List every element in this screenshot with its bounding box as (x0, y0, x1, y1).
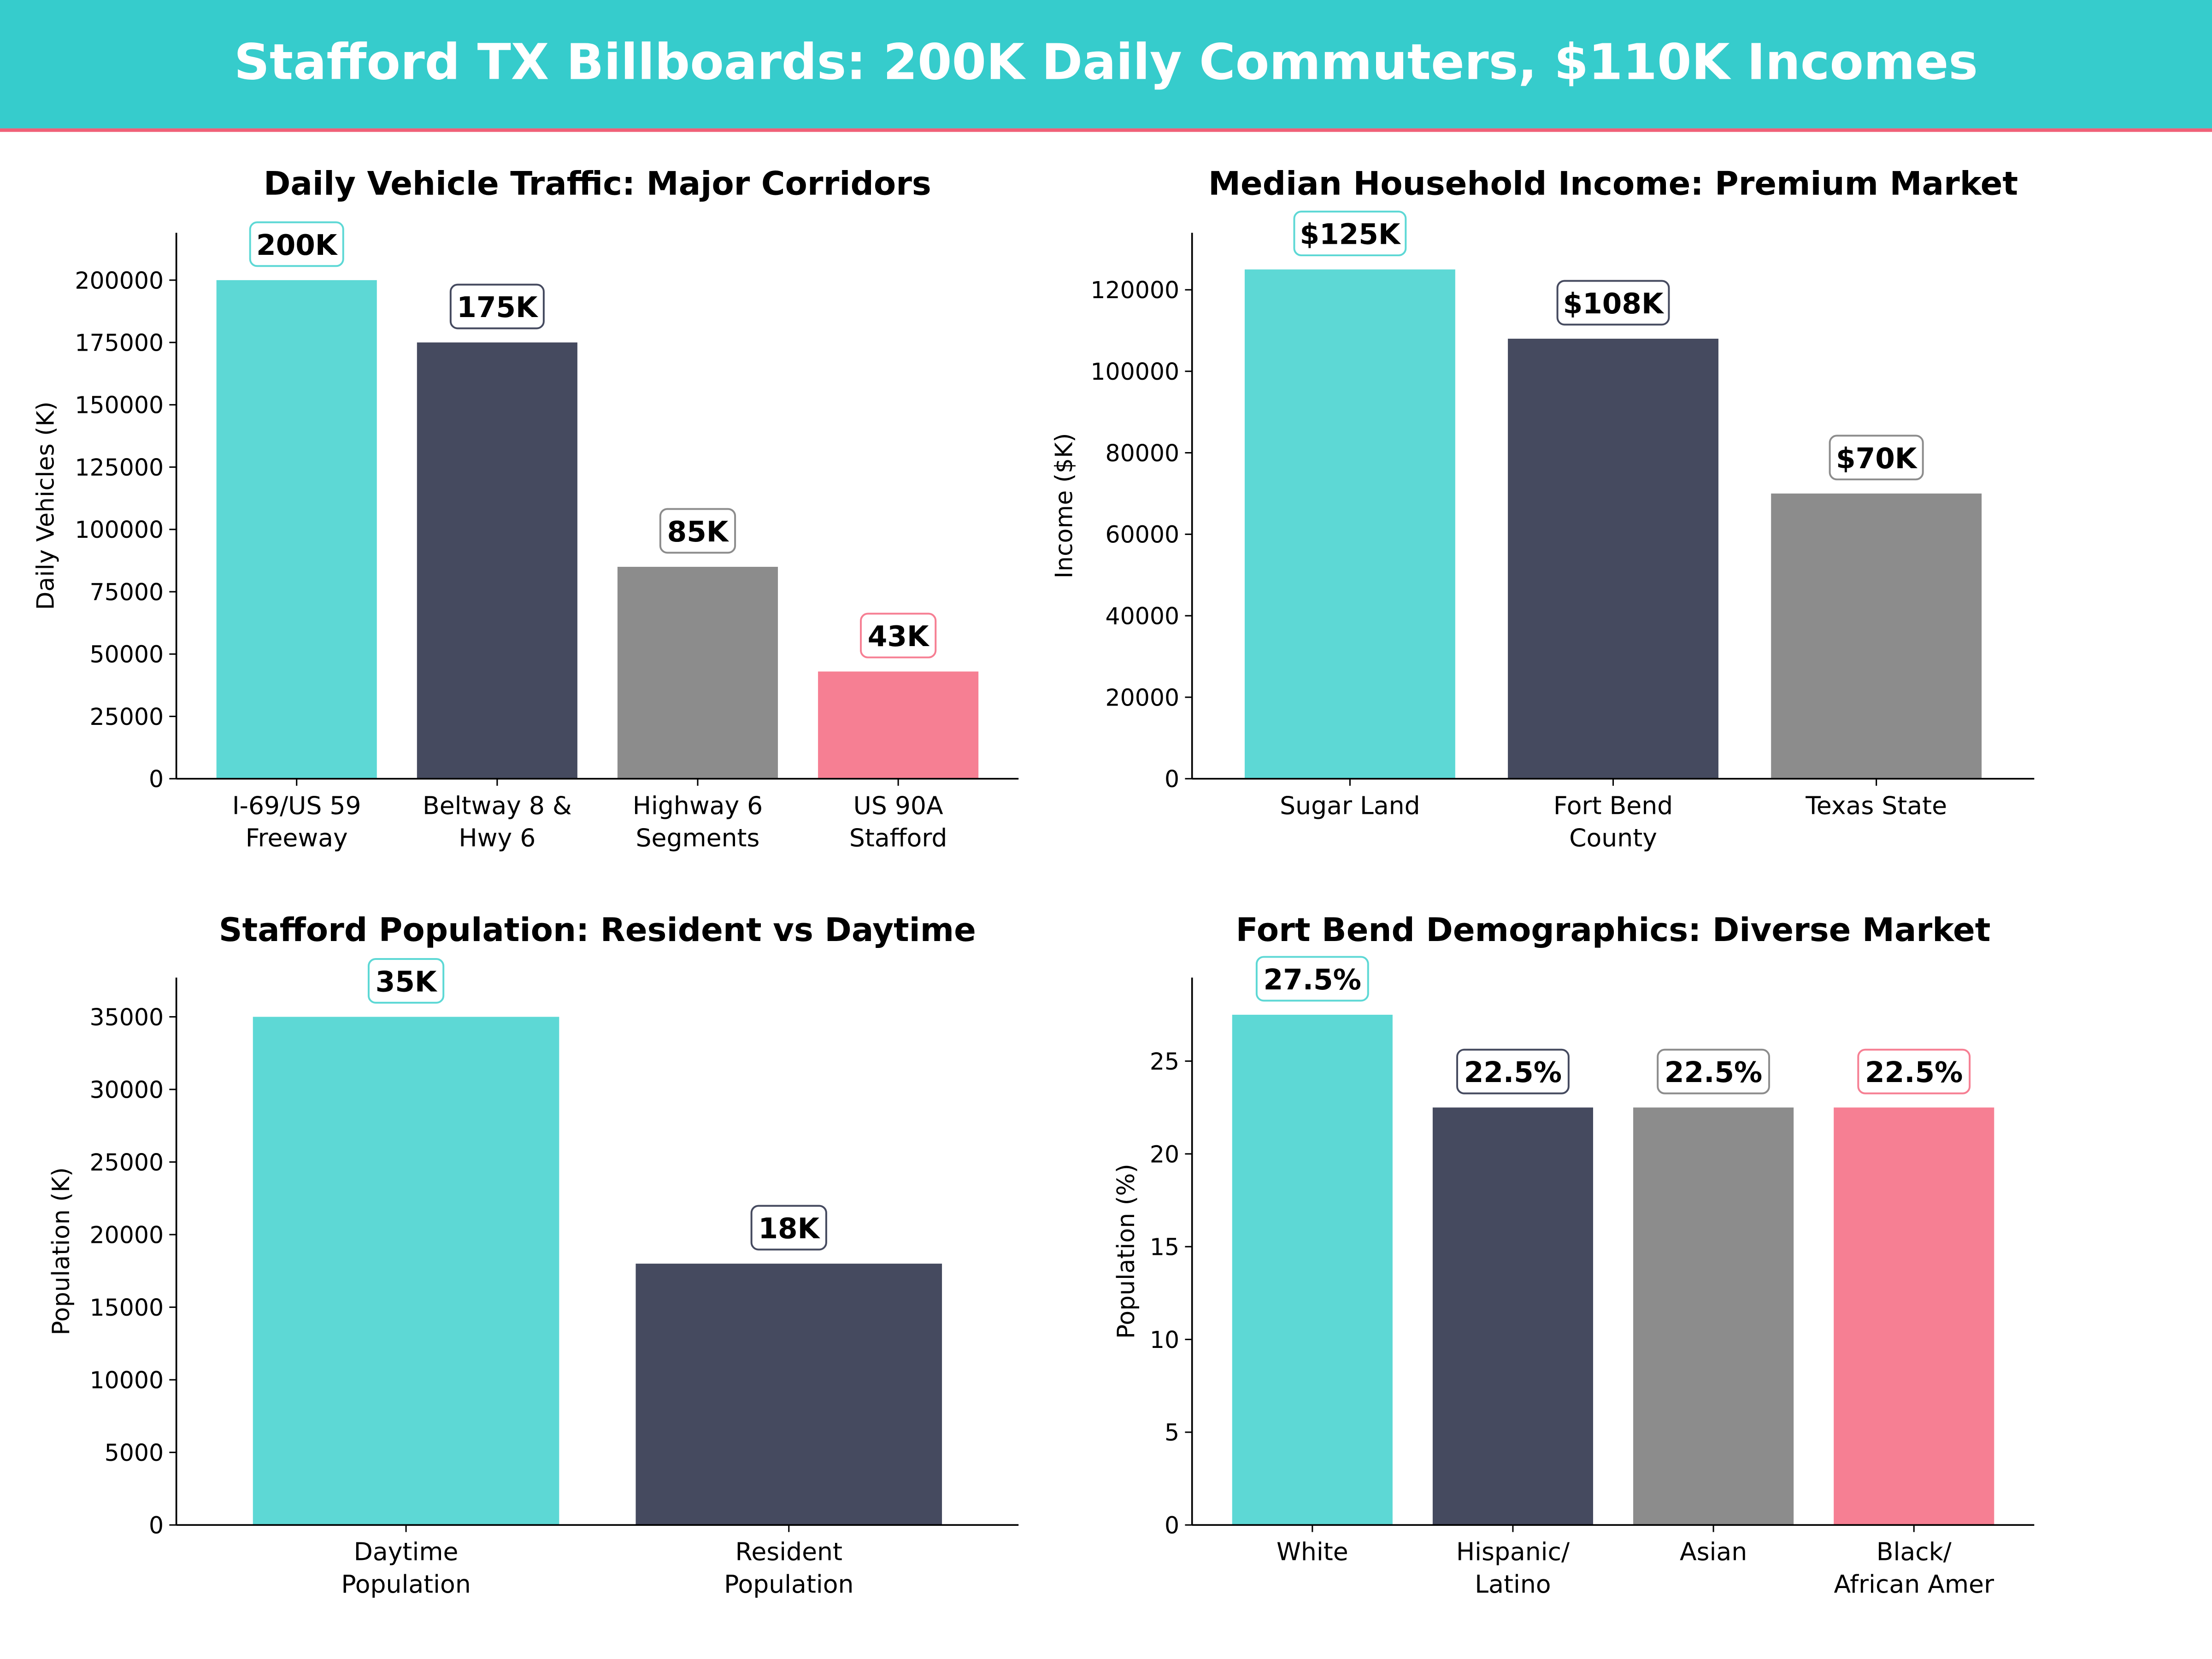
data-label-box (1556, 280, 1670, 326)
x-tick-label: Black/African Amer (1834, 1537, 1994, 1599)
chart-title: Daily Vehicle Traffic: Major Corridors (264, 165, 931, 202)
data-label-box (1657, 1048, 1770, 1094)
data-label: $70K (1836, 442, 1918, 475)
y-tick-label: 40000 (1106, 603, 1180, 630)
bar (253, 1017, 559, 1525)
y-axis-label: Population (%) (1112, 1164, 1140, 1339)
y-tick-label: 15 (1150, 1234, 1179, 1261)
x-tick-label: Fort Bend County (1553, 791, 1673, 852)
chart-panel-4: Fort Bend Demographics: Diverse Market Po… (1112, 911, 2035, 1599)
y-tick-label: 20000 (89, 1221, 164, 1248)
bar (1432, 1107, 1593, 1525)
x-tick-label: Sugar Land (1280, 791, 1420, 820)
data-label-box (1255, 956, 1369, 1002)
data-label: $108K (1563, 288, 1665, 320)
bar (1232, 1014, 1393, 1525)
bar (818, 671, 979, 779)
data-label: 43K (868, 620, 930, 653)
chart-title: Fort Bend Demographics: Diverse Market (1236, 911, 1991, 949)
y-axis-label: Daily Vehicles (K) (32, 401, 59, 610)
x-tick-label: Daytime Population (341, 1537, 471, 1599)
y-tick-label: 25000 (89, 1149, 164, 1176)
chart-panel-2: Median Household Income: Premium Market I… (1051, 165, 2035, 853)
y-tick-label: 25000 (89, 703, 164, 730)
data-label: 18K (758, 1212, 820, 1245)
y-tick-label: 20000 (1106, 684, 1180, 711)
data-label: $125K (1300, 218, 1401, 251)
data-label: 27.5% (1264, 964, 1361, 996)
y-tick-label: 100000 (75, 516, 164, 543)
y-tick-label: 200000 (75, 267, 164, 294)
y-tick-label: 35000 (89, 1004, 164, 1031)
x-tick-label: Resident Population (724, 1537, 853, 1599)
y-tick-label: 175000 (75, 329, 164, 356)
page-title: Stafford TX Billboards: 200K Daily Commu… (234, 34, 1978, 91)
bar (1633, 1107, 1794, 1525)
x-tick-label: Beltway 8 & Hwy 6 (423, 791, 572, 852)
y-tick-label: 150000 (75, 392, 164, 419)
data-label-box (449, 283, 545, 329)
chart-panel-3: Stafford Population: Resident vs Daytime… (47, 911, 1019, 1599)
data-label: 22.5% (1464, 1056, 1562, 1089)
y-axis-label: Income ($K) (1051, 433, 1078, 579)
bar (1508, 338, 1718, 779)
x-tick-label: Asian (1680, 1537, 1747, 1566)
y-tick-label: 60000 (1106, 521, 1180, 548)
bar (216, 280, 377, 779)
y-tick-label: 15000 (89, 1294, 164, 1321)
y-tick-label: 0 (1165, 1512, 1179, 1539)
data-label: 22.5% (1865, 1056, 1963, 1089)
y-tick-label: 30000 (89, 1076, 164, 1103)
bar (1834, 1107, 1994, 1525)
y-tick-label: 5000 (105, 1439, 164, 1466)
y-axis-label: Population (K) (47, 1167, 75, 1335)
header-rule (0, 128, 2212, 132)
x-tick-label: US 90A Stafford (849, 791, 947, 852)
chart-title: Stafford Population: Resident vs Daytime (219, 911, 976, 949)
data-label-box (249, 221, 344, 267)
y-tick-label: 125000 (75, 454, 164, 481)
data-label-box (1857, 1048, 1971, 1094)
y-tick-label: 25 (1150, 1048, 1179, 1075)
y-tick-label: 0 (149, 765, 164, 793)
x-tick-label: Texas State (1805, 791, 1947, 820)
y-tick-label: 100000 (1090, 358, 1179, 385)
data-label-box (750, 1205, 827, 1251)
y-tick-label: 0 (149, 1512, 164, 1539)
data-label: 200K (256, 229, 338, 262)
y-tick-label: 80000 (1106, 440, 1180, 467)
y-tick-label: 10 (1150, 1326, 1179, 1353)
x-tick-label: Highway 6 Segments (633, 791, 763, 852)
bar (1771, 493, 1982, 779)
data-label: 35K (376, 965, 438, 998)
y-tick-label: 5 (1165, 1419, 1179, 1446)
data-label: 175K (457, 291, 539, 324)
data-label-box (860, 612, 937, 659)
data-label-box (1456, 1048, 1570, 1094)
data-label-box (1293, 211, 1407, 257)
y-tick-label: 50000 (89, 641, 164, 668)
y-tick-label: 20 (1150, 1141, 1179, 1168)
bar (617, 566, 778, 779)
data-label-box (659, 508, 736, 554)
y-tick-label: 10000 (89, 1366, 164, 1394)
chart-panel-1: Daily Vehicle Traffic: Major Corridors Da… (32, 165, 1019, 853)
x-tick-label: I-69/US 59 Freeway (232, 791, 361, 852)
data-label-box (1829, 435, 1924, 481)
bar (635, 1264, 942, 1525)
data-label: 22.5% (1665, 1056, 1762, 1089)
bar (417, 342, 577, 779)
x-tick-label: White (1277, 1537, 1348, 1566)
data-label-box (367, 958, 445, 1004)
header-banner (0, 0, 2212, 129)
chart-title: Median Household Income: Premium Market (1208, 165, 2018, 202)
y-tick-label: 75000 (89, 578, 164, 606)
bar (1244, 269, 1455, 779)
data-label: 85K (667, 516, 729, 548)
y-tick-label: 120000 (1090, 276, 1179, 304)
x-tick-label: Hispanic/Latino (1456, 1537, 1570, 1599)
y-tick-label: 0 (1165, 765, 1179, 793)
